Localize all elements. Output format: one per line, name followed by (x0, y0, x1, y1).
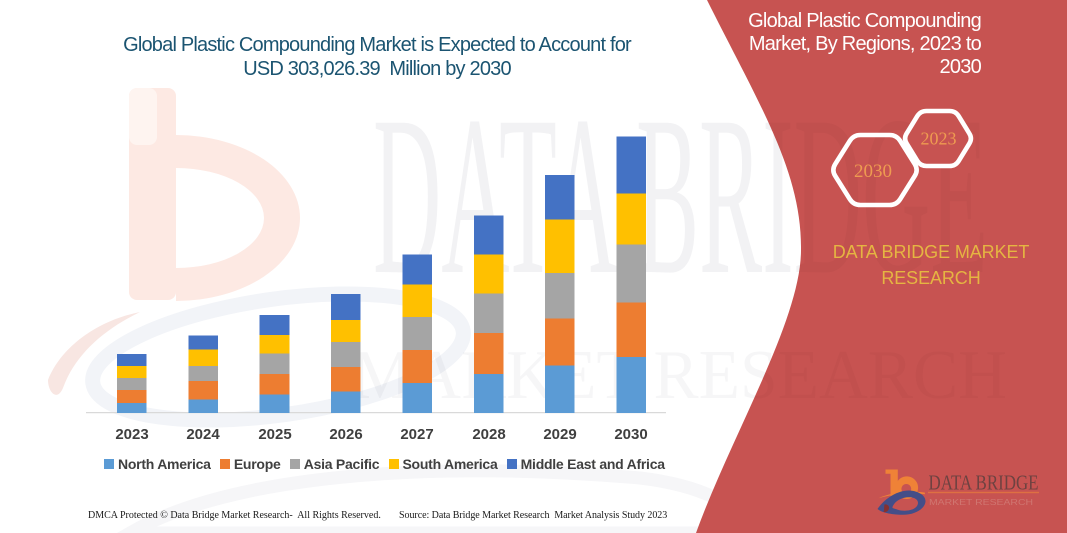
svg-text:DATA BRIDGE: DATA BRIDGE (929, 471, 1039, 495)
svg-text:MARKET RESEARCH: MARKET RESEARCH (929, 498, 1033, 507)
svg-text:2030: 2030 (854, 161, 892, 182)
svg-text:2023: 2023 (921, 129, 957, 149)
